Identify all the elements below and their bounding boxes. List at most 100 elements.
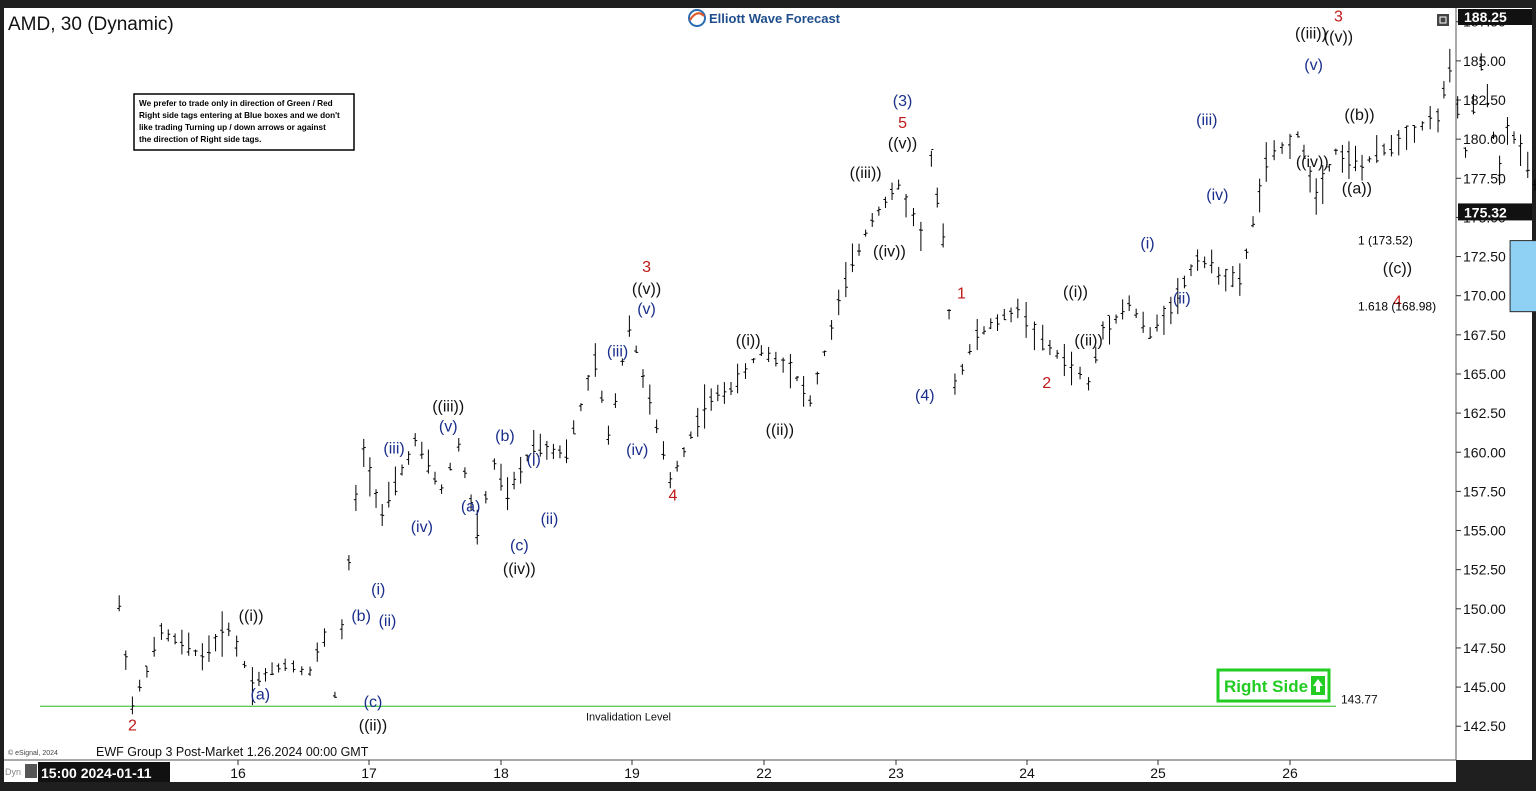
ohlc-bar (702, 384, 707, 429)
wave-label: (ii) (379, 613, 397, 630)
ohlc-bar (1301, 144, 1306, 159)
ohlc-bar (1320, 165, 1325, 205)
ohlc-bar (1333, 148, 1338, 155)
y-tick-label: 147.50 (1463, 640, 1506, 656)
ohlc-bar (308, 666, 313, 676)
ohlc-bar (332, 691, 337, 699)
ohlc-bar (1485, 84, 1490, 108)
ohlc-bar (419, 441, 424, 459)
ohlc-bar (525, 454, 530, 462)
ohlc-bar (1455, 96, 1460, 119)
wave-label: ((b)) (1344, 107, 1374, 124)
wave-label: 4 (1393, 293, 1402, 310)
ohlc-bar (242, 661, 247, 669)
ohlc-bar (200, 643, 205, 671)
ohlc-bar (1327, 163, 1332, 172)
wave-label: (ii) (1173, 290, 1191, 307)
wave-label: ((iv)) (503, 561, 536, 578)
ohlc-bar (1127, 295, 1132, 312)
right-side-label: Right Side (1224, 677, 1308, 696)
ohlc-bar (123, 650, 128, 670)
ohlc-bar (1155, 314, 1160, 332)
wave-label: ((a)) (1342, 181, 1372, 198)
ohlc-bar (1420, 121, 1425, 131)
top-price-value: 188.25 (1464, 9, 1507, 25)
ohlc-bar (475, 509, 480, 545)
wave-label: (iii) (607, 343, 628, 360)
ohlc-bar (137, 679, 142, 692)
y-tick-label: 145.00 (1463, 679, 1506, 695)
time-cursor-tag: Dyn 15:00 2024-01-11 (5, 762, 170, 782)
ohlc-bar (1134, 308, 1139, 319)
y-tick-label: 165.00 (1463, 366, 1506, 382)
ohlc-bar (627, 315, 632, 337)
y-tick-label: 162.50 (1463, 405, 1506, 421)
y-tick-label: 185.00 (1463, 53, 1506, 69)
ohlc-bar (870, 213, 875, 227)
ohlc-bar (1272, 140, 1277, 161)
wave-label: 4 (668, 488, 677, 505)
wave-label: (v) (637, 301, 656, 318)
ohlc-bar (911, 207, 916, 227)
wave-label: 3 (642, 259, 651, 276)
wave-label: ((iii)) (1295, 26, 1327, 43)
ohlc-bar (426, 449, 431, 474)
ohlc-bar (647, 384, 652, 415)
ohlc-bar (250, 667, 255, 706)
ohlc-bar (353, 484, 358, 512)
wave-label: ((iii)) (850, 165, 882, 182)
wave-label: (a) (461, 498, 481, 515)
ohlc-bar (152, 636, 157, 657)
copyright: © eSignal, 2024 (8, 749, 58, 757)
note-line: Right side tags entering at Blue boxes a… (139, 111, 340, 120)
ohlc-bar (380, 504, 385, 527)
wave-label: (v) (439, 419, 458, 436)
wave-label: (b) (351, 608, 371, 625)
ohlc-bar (743, 363, 748, 379)
ohlc-bar (1479, 53, 1484, 71)
wave-label: ((iv)) (1296, 154, 1329, 171)
invalidation-value: 143.77 (1341, 692, 1378, 706)
ohlc-bar (186, 632, 191, 656)
ohlc-bar (213, 634, 218, 652)
ohlc-bar (315, 642, 320, 662)
ohlc-bar (400, 464, 404, 476)
ohlc-bar (1168, 296, 1173, 325)
ohlc-bar (586, 374, 591, 391)
ohlc-bar (1015, 298, 1020, 319)
footer-caption: EWF Group 3 Post-Market 1.26.2024 00:00 … (96, 745, 369, 759)
ohlc-bar (492, 458, 497, 470)
ohlc-bar (234, 635, 239, 657)
ohlc-bar (386, 481, 391, 508)
ohlc-bar (220, 611, 225, 657)
ohlc-bar (822, 350, 827, 357)
ohlc-bar (883, 196, 888, 208)
wave-label: ((i)) (736, 333, 761, 350)
chart-settings-icon[interactable] (1437, 14, 1449, 26)
ohlc-bar (1389, 135, 1394, 157)
ohlc-bar (1412, 124, 1417, 143)
ohlc-bar (1195, 249, 1200, 271)
ohlc-bar (339, 619, 344, 640)
x-tick-label: 19 (624, 765, 640, 781)
right-side-tag: Right Side (1216, 668, 1331, 703)
x-tick-label: 22 (756, 765, 772, 781)
wave-labels: 2 ((i)) (a) (b) (c) ((ii)) (i) (ii) (iii) (iv) (v)… (128, 8, 1412, 734)
ohlc-bar (857, 243, 862, 256)
ohlc-bar (439, 484, 444, 494)
ohlc-bar (448, 462, 453, 471)
ohlc-bar (661, 441, 666, 460)
x-tick-label: 24 (1019, 765, 1035, 781)
ohlc-bar (1223, 268, 1228, 292)
ohlc-bar (1491, 131, 1496, 139)
ohlc-bar (967, 344, 972, 355)
ohlc-bar (483, 491, 488, 504)
ohlc-bar (890, 182, 895, 200)
ohlc-bar (1251, 216, 1256, 228)
y-tick-label: 150.00 (1463, 601, 1506, 617)
ohlc-bar (1047, 339, 1052, 356)
ohlc-bar (469, 494, 474, 512)
wave-label: (ii) (541, 511, 559, 528)
invalidation-layer: Invalidation Level 143.77 (40, 692, 1378, 723)
